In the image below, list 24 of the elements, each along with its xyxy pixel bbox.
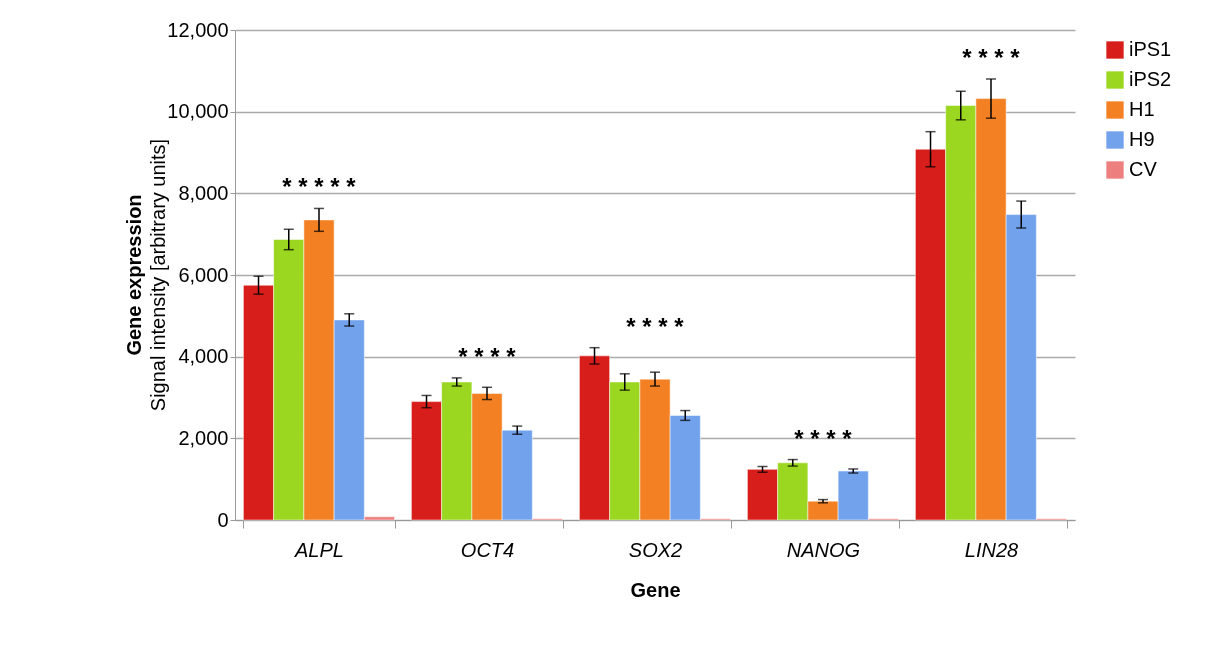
legend-label: iPS1 <box>1129 38 1172 60</box>
annotation: * * * * <box>458 342 517 370</box>
y-tick-label: 8,000 <box>178 181 229 204</box>
legend-label: CV <box>1129 158 1158 180</box>
x-tick-label: ALPL <box>294 538 344 561</box>
annotation: * * * * * <box>282 173 357 201</box>
x-tick-label: OCT4 <box>460 538 515 561</box>
y-axis-title: Gene expression Signal intensity [arbitrary units] <box>123 138 169 412</box>
y-tick-label: 4,000 <box>178 345 229 368</box>
y-tick-label: 6,000 <box>178 263 229 286</box>
x-tick-label: LIN28 <box>964 538 1019 561</box>
y-tick-label: 0 <box>217 508 229 531</box>
y-tick-label: 2,000 <box>178 426 229 449</box>
x-tick-label: NANOG <box>786 538 861 561</box>
y-tick-label: 10,000 <box>167 100 229 123</box>
y-tick-label: 12,000 <box>167 18 229 41</box>
annotation: * * * * <box>626 312 685 340</box>
annotation: * * * * <box>794 424 853 452</box>
x-axis-title: Gene <box>630 578 681 601</box>
annotation: * * * * <box>962 44 1021 71</box>
legend-label: H9 <box>1129 128 1155 150</box>
x-tick-label: SOX2 <box>628 538 683 561</box>
legend-label: H1 <box>1129 98 1155 120</box>
legend-label: iPS2 <box>1129 68 1172 90</box>
